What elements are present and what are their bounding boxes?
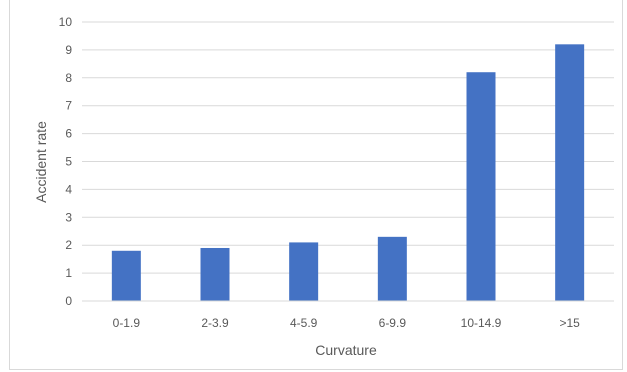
x-tick-label: 2-3.9 [201,316,229,330]
gridlines [82,21,614,274]
y-tick-label: 8 [65,71,72,85]
chart-frame [9,0,623,370]
x-axis-ticks: 0-1.9 2-3.9 4-5.9 6-9.9 10-14.9 >15 [113,316,581,330]
y-axis-title: Accident rate [33,121,49,203]
y-tick-label: 3 [65,210,72,224]
y-axis-ticks: 0 1 2 3 4 5 6 7 8 9 10 [59,15,73,308]
bar-4-5.9 [289,242,319,301]
x-tick-label: >15 [559,316,580,330]
y-tick-label: 4 [65,182,72,196]
x-axis-title: Curvature [315,342,377,358]
y-tick-label: 5 [65,155,72,169]
bar-2-3.9 [200,247,230,301]
y-tick-label: 9 [65,43,72,57]
y-tick-label: 0 [65,294,72,308]
x-tick-label: 6-9.9 [379,316,407,330]
x-tick-label: 0-1.9 [113,316,141,330]
y-tick-label: 1 [65,266,72,280]
bar->15 [555,44,585,301]
y-tick-label: 2 [65,238,72,252]
x-tick-label: 10-14.9 [461,316,502,330]
y-tick-label: 7 [65,99,72,113]
bars [111,44,585,301]
bar-0-1.9 [111,250,141,301]
bar-6-9.9 [377,236,407,301]
x-tick-label: 4-5.9 [290,316,318,330]
bar-10-14.9 [466,72,496,301]
y-tick-label: 10 [59,15,73,29]
y-tick-label: 6 [65,127,72,141]
